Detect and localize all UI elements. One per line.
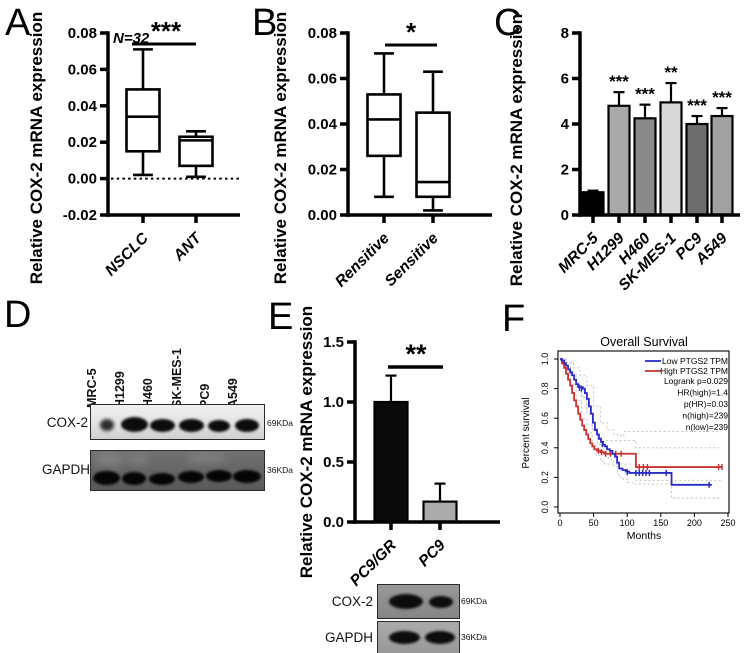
svg-text:***: *** — [635, 85, 655, 104]
cox2-row-label: COX-2 — [46, 415, 88, 430]
svg-text:NSCLC: NSCLC — [102, 229, 152, 279]
panel-letter-d: D — [4, 294, 32, 336]
svg-text:0: 0 — [561, 207, 569, 224]
svg-text:0.06: 0.06 — [68, 61, 97, 78]
svg-text:0.04: 0.04 — [308, 116, 338, 133]
svg-text:Logrank p=0.029: Logrank p=0.029 — [664, 376, 728, 386]
gapdh-blot-strip — [90, 450, 265, 491]
svg-text:1.5: 1.5 — [323, 334, 344, 351]
svg-text:1.0: 1.0 — [540, 353, 550, 366]
svg-text:0.02: 0.02 — [308, 162, 337, 179]
svg-text:0: 0 — [557, 518, 562, 528]
gapdh-kda-label: 36KDa — [267, 465, 293, 475]
svg-text:Relative COX-2 mRNA expression: Relative COX-2 mRNA expression — [271, 12, 290, 284]
svg-text:-0.02: -0.02 — [63, 207, 97, 224]
svg-text:0.2: 0.2 — [540, 471, 550, 484]
svg-text:***: *** — [151, 16, 182, 46]
panel-f-chart: 0 50 100 150 200 250 0.0 0.2 0.4 0.6 0.8 1.0 Overall… — [521, 335, 736, 542]
gapdh-row-label-e: GAPDH — [325, 630, 374, 645]
svg-text:0.0: 0.0 — [540, 501, 550, 514]
cox2-kda-label: 69KDa — [267, 418, 293, 428]
svg-text:**: ** — [405, 339, 427, 369]
svg-text:Relative COX-2 mRNA expression: Relative COX-2 mRNA expression — [27, 12, 46, 284]
svg-text:p(HR)=0.03: p(HR)=0.03 — [684, 399, 728, 409]
panel-letter-b: B — [252, 2, 278, 44]
gapdh-row-label: GAPDH — [42, 462, 91, 477]
cox2-blot-strip — [90, 404, 265, 440]
svg-text:0.00: 0.00 — [68, 171, 97, 188]
svg-text:200: 200 — [687, 518, 702, 528]
cox2-blot-strip-e — [377, 584, 460, 619]
cox2-row-label-e: COX-2 — [331, 594, 373, 609]
svg-text:PC9/GR: PC9/GR — [347, 536, 400, 589]
svg-text:Sensitive: Sensitive — [382, 230, 442, 290]
svg-text:250: 250 — [720, 518, 735, 528]
svg-text:0.5: 0.5 — [323, 454, 344, 471]
svg-text:Low PTGS2 TPM: Low PTGS2 TPM — [662, 356, 728, 366]
panel-a-chart: -0.02 0.00 0.02 0.04 0.06 0.08 Relative COX-2 … — [27, 12, 240, 284]
svg-text:Months: Months — [627, 530, 661, 542]
lane-label-skmes1: SK-MES-1 — [170, 348, 184, 408]
svg-text:6: 6 — [561, 71, 569, 88]
gapdh-kda-label-e: 36KDa — [461, 632, 487, 642]
lane-label-mrc5: MRC-5 — [85, 368, 99, 408]
svg-text:Percent survival: Percent survival — [521, 397, 532, 468]
svg-text:**: ** — [664, 63, 678, 82]
svg-text:N=32: N=32 — [113, 30, 150, 47]
gapdh-blot-strip-e — [377, 621, 460, 653]
svg-text:*: * — [406, 17, 417, 47]
svg-text:ANT: ANT — [170, 229, 206, 265]
svg-text:n(high)=239: n(high)=239 — [682, 411, 728, 421]
svg-text:Relative COX-2 mRNA expression: Relative COX-2 mRNA expression — [507, 14, 526, 286]
svg-text:PC9: PC9 — [415, 537, 449, 571]
panel-letter-f: F — [502, 298, 526, 340]
svg-text:0.04: 0.04 — [68, 98, 98, 115]
svg-text:0.08: 0.08 — [68, 25, 97, 42]
svg-text:0.06: 0.06 — [308, 71, 337, 88]
panel-e-chart: 0.0 0.5 1.0 1.5 Relative COX-2 mRNA expressi… — [297, 306, 500, 590]
svg-text:***: *** — [712, 88, 732, 107]
svg-text:4: 4 — [561, 116, 570, 133]
lane-label-h1299: H1299 — [113, 371, 127, 408]
svg-text:2: 2 — [561, 162, 569, 179]
svg-text:100: 100 — [620, 518, 635, 528]
svg-text:0.4: 0.4 — [540, 442, 550, 455]
svg-text:HR(high)=1.4: HR(high)=1.4 — [677, 388, 728, 398]
cox2-kda-label-e: 69KDa — [461, 596, 487, 606]
svg-text:High PTGS2 TPM: High PTGS2 TPM — [660, 366, 728, 376]
panel-letter-c: C — [494, 2, 522, 44]
svg-text:n(low)=239: n(low)=239 — [686, 422, 729, 432]
svg-text:1.0: 1.0 — [323, 394, 344, 411]
svg-text:8: 8 — [561, 25, 569, 42]
svg-text:0.00: 0.00 — [308, 207, 337, 224]
svg-text:***: *** — [687, 96, 707, 115]
svg-text:0.6: 0.6 — [540, 412, 550, 425]
panel-b-chart: 0.00 0.02 0.04 0.06 0.08 Relative COX-2 mRNA … — [271, 12, 492, 291]
svg-text:0.08: 0.08 — [308, 25, 337, 42]
svg-text:0.02: 0.02 — [68, 134, 97, 151]
svg-text:***: *** — [609, 72, 629, 91]
panel-letter-e: E — [268, 296, 294, 338]
svg-text:150: 150 — [653, 518, 668, 528]
svg-text:Overall Survival: Overall Survival — [600, 335, 688, 349]
svg-text:50: 50 — [589, 518, 599, 528]
svg-text:Relative COX-2 mRNA expression: Relative COX-2 mRNA expression — [297, 306, 316, 578]
svg-text:0.8: 0.8 — [540, 382, 550, 395]
svg-text:0.0: 0.0 — [323, 514, 344, 531]
panel-letter-a: A — [5, 2, 31, 44]
